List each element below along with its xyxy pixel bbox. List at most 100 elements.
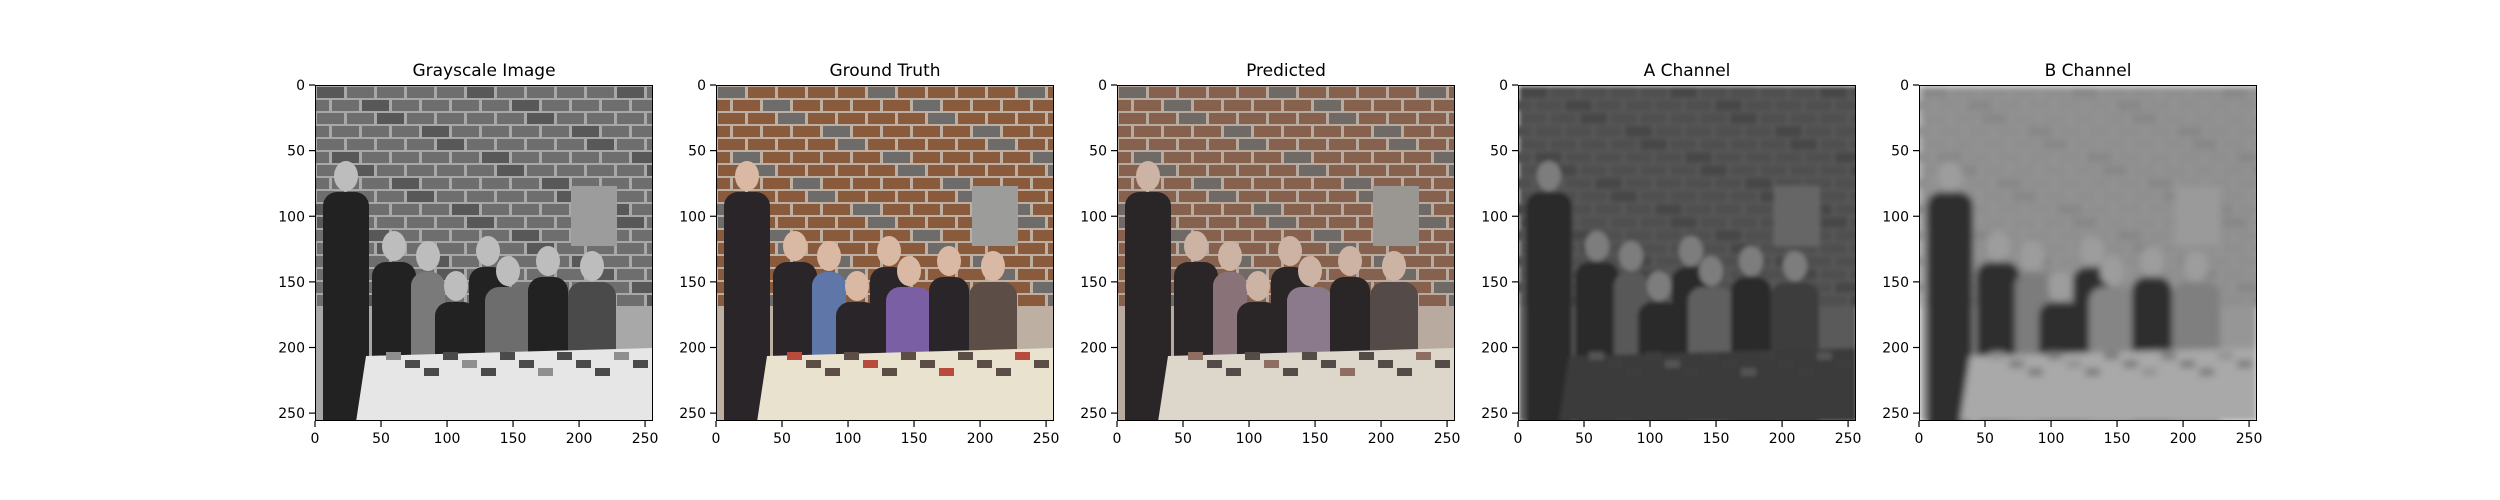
- brick: [2206, 178, 2233, 189]
- brick: [1209, 191, 1236, 202]
- brick: [437, 243, 464, 254]
- brick: [1640, 165, 1667, 176]
- brick: [1299, 113, 1326, 124]
- table-item: [882, 368, 897, 376]
- brick: [1359, 113, 1386, 124]
- brick: [793, 256, 820, 267]
- brick: [778, 217, 805, 228]
- brick: [1745, 204, 1772, 215]
- brick: [2236, 126, 2256, 137]
- brick: [377, 191, 404, 202]
- brick: [422, 152, 449, 163]
- x-tick-label: 50: [1575, 431, 1593, 447]
- brick: [407, 113, 434, 124]
- brick: [2116, 256, 2143, 267]
- brick: [542, 204, 569, 215]
- brick: [1670, 165, 1697, 176]
- brick: [1434, 126, 1454, 137]
- table-item: [595, 368, 610, 376]
- brick: [1134, 152, 1161, 163]
- image-area: [1919, 85, 2257, 421]
- brick: [1164, 204, 1191, 215]
- brick: [1565, 256, 1592, 267]
- brick: [1449, 139, 1454, 150]
- brick: [778, 139, 805, 150]
- person-head: [1298, 256, 1322, 286]
- brick: [2101, 191, 2128, 202]
- brick: [1179, 217, 1206, 228]
- brick: [2071, 191, 2098, 202]
- brick: [347, 165, 374, 176]
- brick: [2026, 178, 2053, 189]
- brick: [1595, 126, 1622, 137]
- brick: [2116, 230, 2143, 241]
- brick: [632, 100, 652, 111]
- person-head: [382, 231, 406, 261]
- brick: [853, 126, 880, 137]
- brick: [1700, 139, 1727, 150]
- table-item: [443, 352, 458, 360]
- person-head: [877, 236, 901, 266]
- brick: [1359, 165, 1386, 176]
- brick: [1805, 282, 1832, 293]
- brick: [1359, 243, 1386, 254]
- x-tick-label: 0: [1514, 431, 1523, 447]
- brick: [1434, 282, 1454, 293]
- brick: [1820, 217, 1847, 228]
- brick: [1670, 113, 1697, 124]
- brick: [823, 204, 850, 215]
- brick: [1835, 178, 1855, 189]
- brick: [1224, 178, 1251, 189]
- brick: [2116, 282, 2143, 293]
- brick: [362, 230, 389, 241]
- brick: [778, 113, 805, 124]
- brick: [362, 100, 389, 111]
- brick: [1850, 295, 1855, 306]
- brick: [407, 191, 434, 202]
- table-item: [2028, 368, 2043, 376]
- brick: [2191, 87, 2218, 98]
- brick: [1269, 87, 1296, 98]
- brick: [2221, 139, 2248, 150]
- brick: [1670, 139, 1697, 150]
- brick: [1033, 230, 1053, 241]
- brick: [1595, 204, 1622, 215]
- brick: [1048, 295, 1053, 306]
- table-item: [1817, 352, 1832, 360]
- brick: [868, 191, 895, 202]
- brick: [868, 165, 895, 176]
- table-item: [1397, 368, 1412, 376]
- brick: [452, 230, 479, 241]
- person-head: [476, 236, 500, 266]
- brick: [377, 165, 404, 176]
- brick: [1966, 230, 1993, 241]
- table-item: [2066, 360, 2081, 368]
- brick: [1820, 191, 1847, 202]
- brick: [1760, 113, 1787, 124]
- brick: [1981, 139, 2008, 150]
- table-item: [1034, 360, 1049, 368]
- notice-board: [1373, 186, 1419, 246]
- brick: [1048, 139, 1053, 150]
- brick: [1359, 269, 1386, 280]
- brick: [1389, 243, 1416, 254]
- brick: [587, 243, 614, 254]
- brick: [2251, 165, 2256, 176]
- brick: [808, 87, 835, 98]
- brick: [2236, 282, 2256, 293]
- brick: [1835, 204, 1855, 215]
- brick: [1715, 126, 1742, 137]
- brick: [1209, 165, 1236, 176]
- table-item: [576, 360, 591, 368]
- brick: [793, 204, 820, 215]
- brick: [2131, 269, 2158, 280]
- brick: [2221, 243, 2248, 254]
- person-head: [845, 271, 869, 301]
- table-item: [2142, 368, 2157, 376]
- table-item: [557, 352, 572, 360]
- brick: [1048, 87, 1053, 98]
- brick: [943, 100, 970, 111]
- brick: [853, 178, 880, 189]
- brick: [1314, 230, 1341, 241]
- table-item: [1416, 352, 1431, 360]
